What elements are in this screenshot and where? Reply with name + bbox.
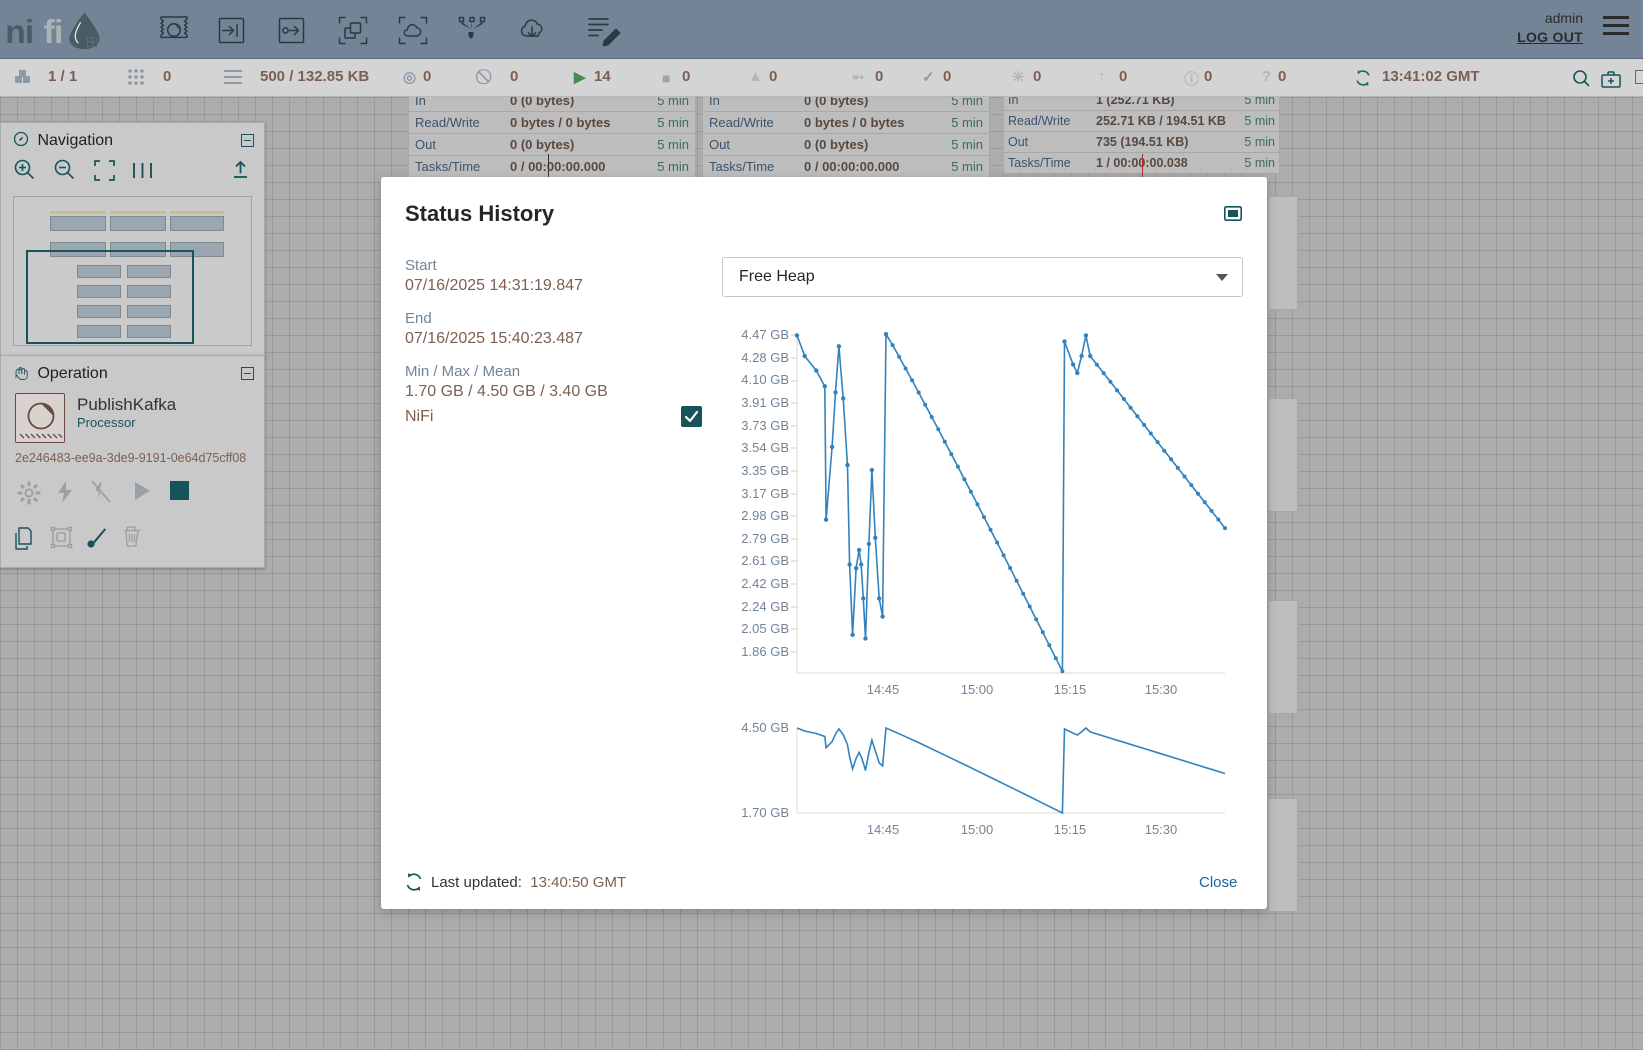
svg-text:1.70 GB: 1.70 GB	[741, 805, 789, 820]
svg-text:15:00: 15:00	[961, 822, 994, 837]
svg-text:4.50 GB: 4.50 GB	[741, 720, 789, 735]
svg-text:15:30: 15:30	[1145, 822, 1178, 837]
svg-text:ni: ni	[5, 14, 33, 51]
svg-text:15:15: 15:15	[1054, 822, 1087, 837]
svg-text:14:45: 14:45	[867, 822, 900, 837]
svg-text:fi: fi	[44, 14, 63, 51]
